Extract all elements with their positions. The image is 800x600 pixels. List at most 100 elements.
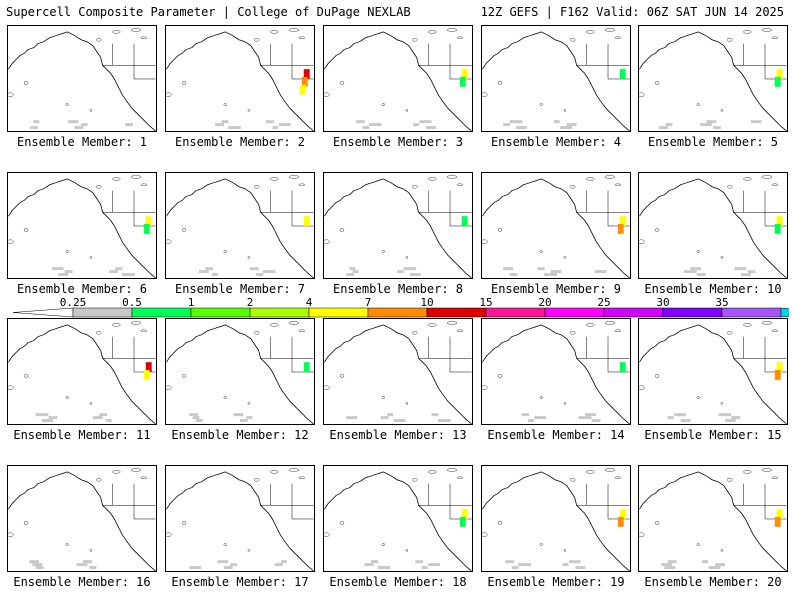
ensemble-member-label: Ensemble Member: 8 — [332, 282, 464, 296]
island — [639, 532, 645, 537]
color-scale: 0.25 0.5 1 2 4 7 10 15 20 25 30 35 — [13, 297, 789, 321]
island — [247, 109, 251, 112]
scp-area-low — [503, 267, 514, 271]
ensemble-member-map — [165, 25, 315, 132]
map-image — [482, 175, 630, 278]
island — [223, 103, 227, 106]
scp-area-low — [690, 267, 702, 271]
scp-area-low — [509, 273, 518, 277]
ensemble-member-label: Ensemble Member: 19 — [487, 575, 625, 589]
scp-area-low — [368, 123, 382, 127]
island — [89, 402, 93, 405]
scale-tick-label: 2 — [247, 297, 254, 309]
map-image — [8, 321, 156, 424]
island — [324, 532, 330, 537]
scp-area-low — [192, 416, 200, 420]
scale-max-arrow — [780, 307, 789, 318]
scp-area-low — [228, 126, 241, 130]
scp-area-low — [223, 566, 233, 570]
scp-area-low — [750, 120, 762, 124]
island — [720, 549, 724, 552]
scp-area-low — [747, 270, 756, 274]
scp-area-low — [58, 273, 69, 277]
ensemble-member-label: Ensemble Member: 14 — [487, 428, 625, 442]
scp-area-low — [48, 416, 58, 420]
scp-area-low — [76, 563, 88, 567]
island — [654, 81, 660, 85]
island — [482, 385, 488, 390]
scp-area-low — [560, 126, 573, 130]
island — [563, 256, 567, 259]
island — [166, 92, 172, 97]
scale-tick-label: 1 — [188, 297, 195, 309]
coastline — [639, 324, 787, 424]
scp-area-low — [362, 126, 370, 130]
island — [288, 175, 300, 179]
scp-area-low — [108, 270, 118, 274]
political-borders — [576, 483, 630, 520]
ensemble-member-label: Ensemble Member: 5 — [647, 135, 779, 149]
scp-area-low — [544, 273, 557, 277]
island — [381, 103, 385, 106]
map-image — [8, 175, 156, 278]
scp-area-low — [272, 126, 279, 130]
ensemble-member-map — [165, 318, 315, 425]
coastline — [482, 178, 630, 278]
coastline — [8, 31, 156, 131]
ensemble-member-label: Ensemble Member: 17 — [171, 575, 309, 589]
scp-area-low — [67, 120, 79, 124]
ensemble-member-label: Ensemble Member: 18 — [329, 575, 467, 589]
political-borders — [576, 336, 630, 373]
scp-area-yellow — [619, 509, 626, 519]
political-borders — [102, 43, 156, 80]
island — [112, 30, 121, 34]
island — [247, 402, 251, 405]
island — [130, 321, 142, 325]
ensemble-member-label: Ensemble Member: 15 — [644, 428, 782, 442]
scp-area-low — [364, 563, 374, 567]
island — [570, 38, 576, 42]
island — [727, 185, 733, 189]
island — [288, 321, 300, 325]
island — [482, 239, 488, 244]
island — [563, 549, 567, 552]
island — [130, 175, 142, 179]
political-borders — [733, 43, 787, 80]
island — [614, 476, 621, 479]
map-image — [8, 28, 156, 131]
run-valid-time: 12Z GEFS | F162 Valid: 06Z SAT JUN 14 20… — [480, 5, 784, 19]
island — [8, 532, 14, 537]
scp-area-low — [591, 419, 601, 423]
ensemble-member-map — [481, 318, 631, 425]
island — [339, 81, 345, 85]
coastline — [324, 471, 472, 571]
ensemble-member-label: Ensemble Member: 20 — [644, 575, 782, 589]
scp-area-orange — [617, 517, 624, 527]
island — [761, 468, 773, 472]
scale-segment — [426, 307, 487, 318]
island — [339, 228, 345, 232]
scp-area-low — [665, 123, 673, 127]
scp-area-low — [80, 123, 88, 127]
scp-area-low — [509, 120, 523, 124]
scp-area-orange — [774, 370, 781, 380]
scp-area-low — [233, 413, 244, 417]
political-borders — [733, 336, 787, 373]
map-image — [166, 468, 314, 571]
scp-area-red — [145, 362, 152, 372]
island — [247, 256, 251, 259]
political-borders — [260, 190, 314, 227]
ensemble-member-label: Ensemble Member: 7 — [174, 282, 306, 296]
coastline — [166, 178, 314, 278]
political-borders — [733, 483, 787, 520]
island — [771, 476, 778, 479]
island — [381, 250, 385, 253]
island — [140, 476, 147, 479]
scp-area-low — [550, 270, 562, 274]
scale-segment — [131, 307, 192, 318]
scp-area-green — [774, 77, 781, 87]
island — [298, 476, 305, 479]
scp-area-green — [774, 224, 781, 234]
island — [497, 521, 503, 525]
map-image — [639, 28, 787, 131]
